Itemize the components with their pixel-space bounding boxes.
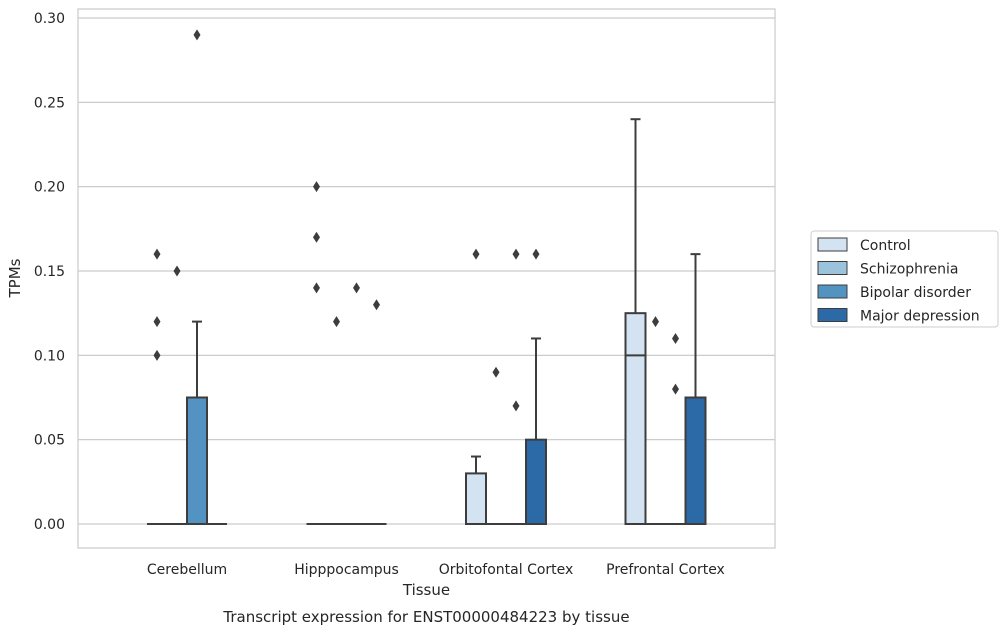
- outlier-point: [652, 316, 659, 328]
- box-bipolar-disorder: [665, 332, 686, 525]
- outlier-point: [512, 248, 520, 260]
- box-schizophrenia: [326, 316, 347, 525]
- box-bipolar-disorder: [506, 248, 526, 525]
- outlier-point: [313, 231, 320, 243]
- box-schizophrenia: [167, 265, 187, 525]
- legend-label: Bipolar disorder: [860, 285, 971, 301]
- y-tick-label: 0.25: [34, 95, 65, 111]
- legend-swatch: [817, 237, 848, 252]
- box-control: [465, 248, 487, 525]
- box-body: [465, 472, 487, 525]
- box-body: [624, 312, 647, 525]
- x-tick-label: Orbitofontal Cortex: [439, 562, 574, 578]
- outlier-point: [153, 248, 161, 260]
- legend-label: Control: [860, 238, 911, 254]
- outlier-point: [193, 29, 201, 41]
- outlier-point: [353, 282, 360, 294]
- outlier-point: [532, 248, 540, 260]
- y-tick-label: 0.10: [34, 348, 65, 364]
- boxes-layer: [147, 29, 707, 525]
- box-body: [525, 438, 547, 525]
- outlier-point: [153, 316, 161, 328]
- legend-swatch: [817, 284, 848, 299]
- box-control: [306, 181, 327, 525]
- legend-swatch: [817, 308, 848, 322]
- outlier-point: [672, 332, 679, 344]
- y-tick-label: 0.20: [34, 180, 65, 196]
- box-body: [186, 396, 208, 525]
- box-major-depression: [525, 248, 547, 525]
- box-control: [624, 118, 647, 525]
- chart-title: Transcript expression for ENST0000048422…: [222, 608, 629, 626]
- grid-layer: [78, 17, 775, 525]
- y-tick-label: 0.00: [34, 517, 65, 533]
- x-tick-label: Prefrontal Cortex: [606, 562, 725, 578]
- y-tick-label: 0.15: [34, 264, 65, 280]
- box-control: [147, 248, 167, 525]
- box-major-depression: [366, 299, 387, 525]
- box-major-depression: [684, 253, 707, 525]
- y-tick-label: 0.05: [34, 433, 65, 449]
- outlier-point: [173, 265, 181, 277]
- legend-label: Major depression: [860, 309, 980, 325]
- outlier-point: [472, 248, 480, 260]
- box-bipolar-disorder: [186, 29, 208, 525]
- legend: Control Schizophrenia Bipolar disorder Majo…: [810, 230, 999, 328]
- outlier-point: [313, 282, 320, 294]
- x-axis-label: Tissue: [402, 581, 450, 599]
- outlier-point: [492, 366, 500, 378]
- x-tick-label: Cerebellum: [147, 562, 227, 578]
- legend-label: Schizophrenia: [860, 262, 958, 278]
- y-tick-label: 0.30: [34, 11, 65, 27]
- plot-frame: [77, 8, 776, 549]
- legend-frame: [810, 230, 999, 328]
- outlier-point: [333, 316, 340, 328]
- outlier-point: [373, 299, 380, 311]
- x-tick-labels: Cerebellum Hipppocampus Orbitofontal Corte…: [147, 562, 725, 578]
- box-body: [684, 396, 707, 525]
- box-schizophrenia: [486, 366, 506, 525]
- x-tick-label: Hipppocampus: [294, 562, 399, 578]
- y-tick-labels: 0.00 0.05 0.10 0.15 0.20 0.25 0.30: [34, 11, 65, 533]
- outlier-point: [153, 349, 161, 361]
- y-axis-label: TPMs: [6, 258, 24, 298]
- outlier-point: [512, 400, 520, 412]
- outlier-point: [672, 383, 679, 395]
- box-schizophrenia: [645, 316, 666, 525]
- box-bipolar-disorder: [346, 282, 367, 525]
- legend-swatch: [817, 261, 848, 275]
- outlier-point: [313, 181, 320, 193]
